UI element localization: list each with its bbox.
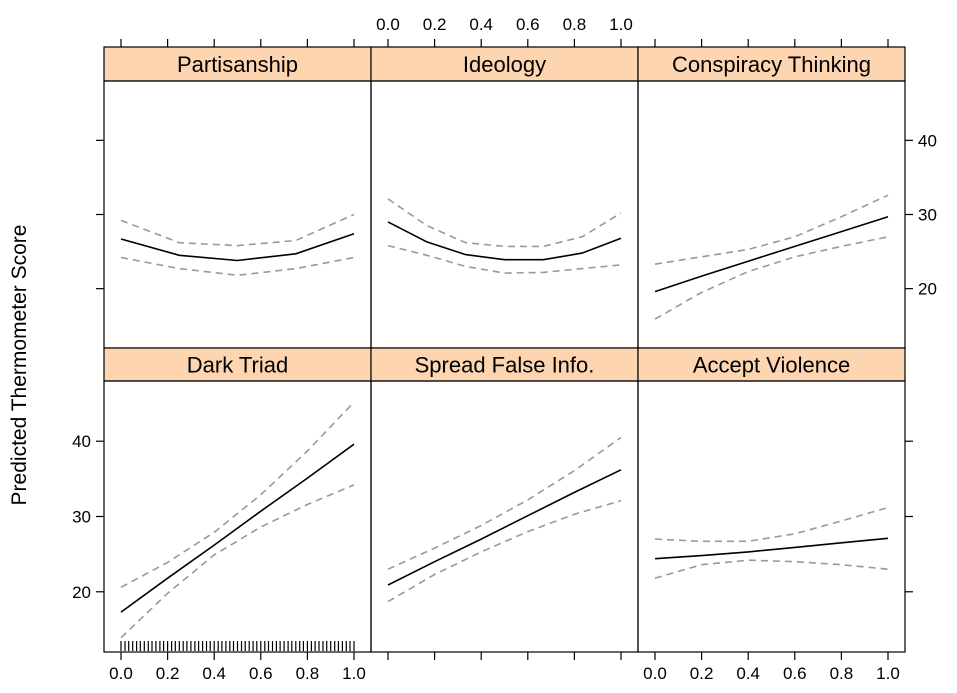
x-tick-label: 1.0 [609,15,633,34]
upper-ci-line [120,213,355,247]
panels-layer: Partisanship Ideology Conspiracy Thinking D… [103,46,906,653]
rug-marks [120,641,355,651]
panel-dark-triad: Dark Triad [103,347,372,653]
x-tick-label: 0.6 [249,664,273,683]
panel-strip [370,347,639,382]
top-x-axis-col2: 0.0 0.2 0.4 0.6 0.8 1.0 [376,15,633,47]
fit-line [654,215,889,293]
panel-frame [103,80,372,349]
x-tick-label: 0.6 [783,664,807,683]
panel-title: Partisanship [177,52,298,77]
right-y-axis-row1: 20 30 40 [905,131,937,299]
upper-ci-line [387,436,622,570]
upper-ci-line [654,194,889,265]
panel-conspiracy-thinking: Conspiracy Thinking [637,46,906,349]
panel-strip [637,46,906,82]
fit-line [387,469,622,586]
panel-ideology: Ideology [370,46,639,349]
panel-frame [370,380,639,653]
y-tick-label: 20 [918,280,937,299]
y-tick-label: 40 [918,131,937,150]
left-y-axis-row1 [96,139,104,290]
bottom-x-axis-col3: 0.0 0.2 0.4 0.6 0.8 1.0 [643,652,900,683]
panel-title: Ideology [463,52,546,77]
lower-ci-line [654,559,889,579]
panel-accept-violence: Accept Violence [637,347,906,653]
left-y-axis-row2: 20 30 40 [72,432,104,602]
x-tick-label: 0.2 [156,664,180,683]
x-tick-label: 0.4 [736,664,760,683]
panel-strip [637,347,906,382]
y-tick-label: 30 [918,206,937,225]
lower-ci-line [387,499,622,603]
lower-ci-line [120,484,355,639]
x-tick-label: 0.8 [563,15,587,34]
panel-spread-false-info: Spread False Info. [370,347,639,653]
bottom-x-axis-col1: 0.0 0.2 0.4 0.6 0.8 1.0 [109,652,366,683]
x-tick-label: 0.2 [423,15,447,34]
upper-ci-line [120,401,355,589]
x-tick-label: 0.0 [643,664,667,683]
panel-strip [103,46,372,82]
lower-ci-line [387,244,622,274]
upper-ci-line [387,198,622,248]
x-tick-label: 0.0 [376,15,400,34]
top-x-axis-col1 [120,39,355,47]
fit-line [120,233,355,262]
x-tick-label: 0.8 [296,664,320,683]
panel-title: Conspiracy Thinking [672,52,871,77]
panel-frame [637,80,906,349]
panel-partisanship: Partisanship [103,46,372,349]
lower-ci-line [654,236,889,320]
y-tick-label: 30 [72,508,91,527]
top-x-axis-col3 [654,39,889,47]
x-tick-label: 0.4 [202,664,226,683]
panel-title: Dark Triad [187,353,288,378]
y-axis-label: Predicted Thermometer Score [8,225,31,506]
panel-title: Spread False Info. [415,353,595,378]
x-tick-label: 0.2 [690,664,714,683]
fit-line [120,443,355,613]
panel-strip [103,347,372,382]
x-tick-label: 0.0 [109,664,133,683]
axes-layer: 0.0 0.2 0.4 0.6 0.8 1.00.0 0.2 0.4 0.6 0.8 1.0 0.0 0… [72,15,937,683]
bottom-x-axis-col2 [387,652,622,660]
panel-frame [103,380,372,653]
lower-ci-line [120,256,355,277]
y-tick-label: 20 [72,583,91,602]
fit-line [654,537,889,560]
x-tick-label: 1.0 [876,664,900,683]
fit-line [387,221,622,261]
x-tick-label: 1.0 [342,664,366,683]
x-tick-label: 0.8 [830,664,854,683]
panel-title: Accept Violence [693,353,850,378]
upper-ci-line [654,506,889,543]
x-tick-label: 0.6 [516,15,540,34]
y-tick-label: 40 [72,432,91,451]
panel-frame [637,380,906,653]
right-y-axis-row2 [905,440,913,593]
panel-strip [370,46,639,82]
x-tick-label: 0.4 [469,15,493,34]
